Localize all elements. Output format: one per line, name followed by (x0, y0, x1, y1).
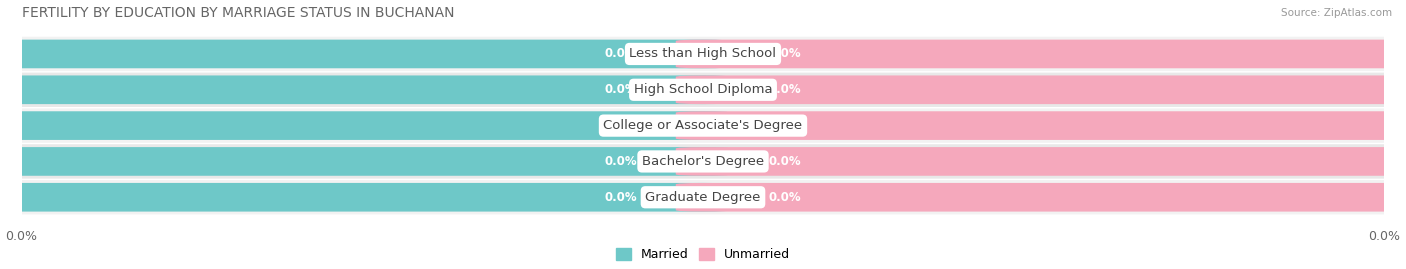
Text: Bachelor's Degree: Bachelor's Degree (643, 155, 763, 168)
FancyBboxPatch shape (0, 40, 730, 68)
Text: FERTILITY BY EDUCATION BY MARRIAGE STATUS IN BUCHANAN: FERTILITY BY EDUCATION BY MARRIAGE STATU… (21, 6, 454, 20)
FancyBboxPatch shape (0, 183, 730, 212)
Text: Source: ZipAtlas.com: Source: ZipAtlas.com (1281, 8, 1392, 18)
FancyBboxPatch shape (21, 73, 1385, 107)
Text: 0.0%: 0.0% (769, 83, 801, 96)
FancyBboxPatch shape (21, 108, 1385, 143)
Text: 0.0%: 0.0% (605, 191, 637, 204)
FancyBboxPatch shape (0, 111, 730, 140)
Legend: Married, Unmarried: Married, Unmarried (616, 248, 790, 261)
Text: Less than High School: Less than High School (630, 47, 776, 61)
Text: 0.0%: 0.0% (605, 83, 637, 96)
FancyBboxPatch shape (676, 75, 1406, 104)
Text: College or Associate's Degree: College or Associate's Degree (603, 119, 803, 132)
FancyBboxPatch shape (676, 40, 1406, 68)
Text: 0.0%: 0.0% (605, 119, 637, 132)
FancyBboxPatch shape (21, 180, 1385, 214)
Text: 0.0%: 0.0% (769, 155, 801, 168)
Text: 0.0%: 0.0% (605, 155, 637, 168)
Text: 0.0%: 0.0% (769, 47, 801, 61)
FancyBboxPatch shape (21, 144, 1385, 179)
Text: 0.0%: 0.0% (769, 119, 801, 132)
Text: 0.0%: 0.0% (769, 191, 801, 204)
Text: High School Diploma: High School Diploma (634, 83, 772, 96)
FancyBboxPatch shape (21, 37, 1385, 71)
FancyBboxPatch shape (676, 111, 1406, 140)
Text: Graduate Degree: Graduate Degree (645, 191, 761, 204)
FancyBboxPatch shape (0, 147, 730, 176)
Text: 0.0%: 0.0% (605, 47, 637, 61)
FancyBboxPatch shape (676, 147, 1406, 176)
FancyBboxPatch shape (0, 75, 730, 104)
FancyBboxPatch shape (676, 183, 1406, 212)
